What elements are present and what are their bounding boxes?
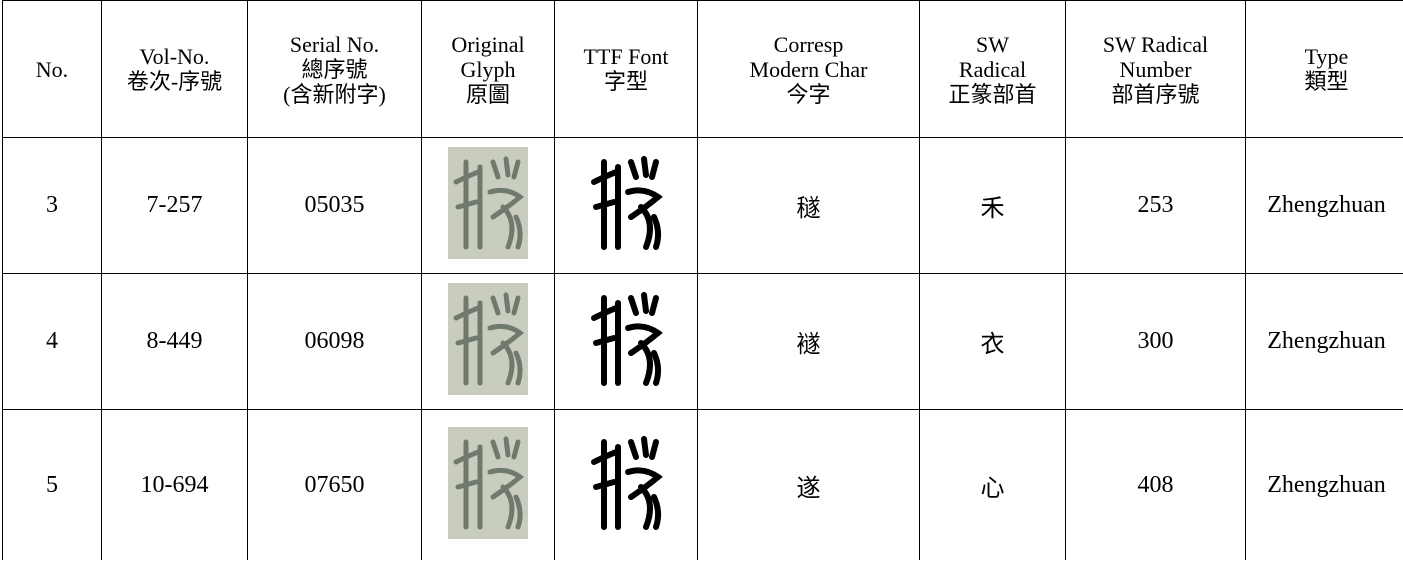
glyph-drawing: [453, 292, 525, 386]
ttf-glyph-cell: [554, 273, 698, 410]
header-cell: Serial No. 總序號 (含新附字): [247, 0, 422, 138]
header-text: Serial No.: [289, 31, 380, 57]
ttf-glyph-cell: [554, 137, 698, 274]
header-text: 今字: [786, 81, 831, 107]
header-text: Original: [451, 31, 525, 57]
radical-cell: 衣: [919, 273, 1066, 410]
radical-cell: 心: [919, 409, 1066, 560]
header-text: Number: [1119, 56, 1192, 82]
glyph-drawing: [591, 292, 663, 386]
glyph-drawing: [453, 436, 525, 529]
header-text: (含新附字): [283, 81, 386, 107]
header-text: Modern Char: [749, 56, 868, 82]
header-cell: SW Radical 正篆部首: [919, 0, 1066, 138]
header-text: 正篆部首: [948, 81, 1037, 107]
original-glyph-image: [448, 426, 528, 539]
header-text: 部首序號: [1111, 81, 1200, 107]
type-cell: Zhengzhuan: [1245, 409, 1403, 560]
radical-number-cell: 253: [1065, 137, 1246, 274]
header-text: 類型: [1304, 69, 1349, 94]
radical-cell: 禾: [919, 137, 1066, 274]
type-cell: Zhengzhuan: [1245, 137, 1403, 274]
radical-number-cell: 408: [1065, 409, 1246, 560]
header-text: TTF Font: [583, 44, 669, 69]
header-text: Radical: [958, 56, 1027, 82]
header-text: 總序號: [301, 56, 368, 82]
ttf-glyph-cell: [554, 409, 698, 560]
glyph-drawing: [453, 156, 525, 250]
modern-char-cell: 遂: [697, 409, 920, 560]
header-cell: Vol-No. 卷次-序號: [101, 0, 248, 138]
type-cell: Zhengzhuan: [1245, 273, 1403, 410]
no-cell: 5: [2, 409, 102, 560]
vol-no-cell: 8-449: [101, 273, 248, 410]
header-text: 原圖: [465, 81, 510, 107]
header-text: SW: [976, 31, 1009, 57]
vol-no-cell: 7-257: [101, 137, 248, 274]
modern-char-cell: 襚: [697, 273, 920, 410]
header-cell: Corresp Modern Char 今字: [697, 0, 920, 138]
no-cell: 3: [2, 137, 102, 274]
table-row: 4 8-449 06098 襚衣 300 Zhengzhuan: [2, 273, 1403, 410]
no-cell: 4: [2, 273, 102, 410]
original-glyph-cell: [421, 137, 555, 274]
glyph-drawing: [591, 156, 663, 250]
header-cell: Original Glyph 原圖: [421, 0, 555, 138]
original-glyph-cell: [421, 273, 555, 410]
glyph-drawing: [591, 435, 663, 530]
header-text: Vol-No.: [139, 44, 210, 69]
serial-no-cell: 05035: [247, 137, 422, 274]
header-cell: Type 類型: [1245, 0, 1403, 138]
header-text: 字型: [603, 69, 648, 94]
original-glyph-cell: [421, 409, 555, 560]
table-row: 5 10-694 07650 遂心 408 Zhengzhuan: [2, 409, 1403, 560]
table-row: 3 7-257 05035 穟禾 253 Zhengzhuan: [2, 137, 1403, 274]
modern-char-cell: 穟: [697, 137, 920, 274]
radical-number-cell: 300: [1065, 273, 1246, 410]
header-text: Type: [1304, 44, 1349, 69]
header-cell: SW Radical Number 部首序號: [1065, 0, 1246, 138]
header-text: Glyph: [460, 56, 516, 82]
header-cell: TTF Font 字型: [554, 0, 698, 138]
original-glyph-image: [448, 283, 528, 395]
header-text: Corresp: [773, 31, 844, 57]
header-row: No. Vol-No. 卷次-序號 Serial No. 總序號 (含新附字) Origin…: [2, 0, 1403, 138]
vol-no-cell: 10-694: [101, 409, 248, 560]
serial-no-cell: 07650: [247, 409, 422, 560]
header-text: 卷次-序號: [126, 69, 223, 94]
header-text: No.: [35, 56, 69, 82]
header-cell: No.: [2, 0, 102, 138]
original-glyph-image: [448, 147, 528, 259]
serial-no-cell: 06098: [247, 273, 422, 410]
header-text: SW Radical: [1102, 31, 1209, 57]
